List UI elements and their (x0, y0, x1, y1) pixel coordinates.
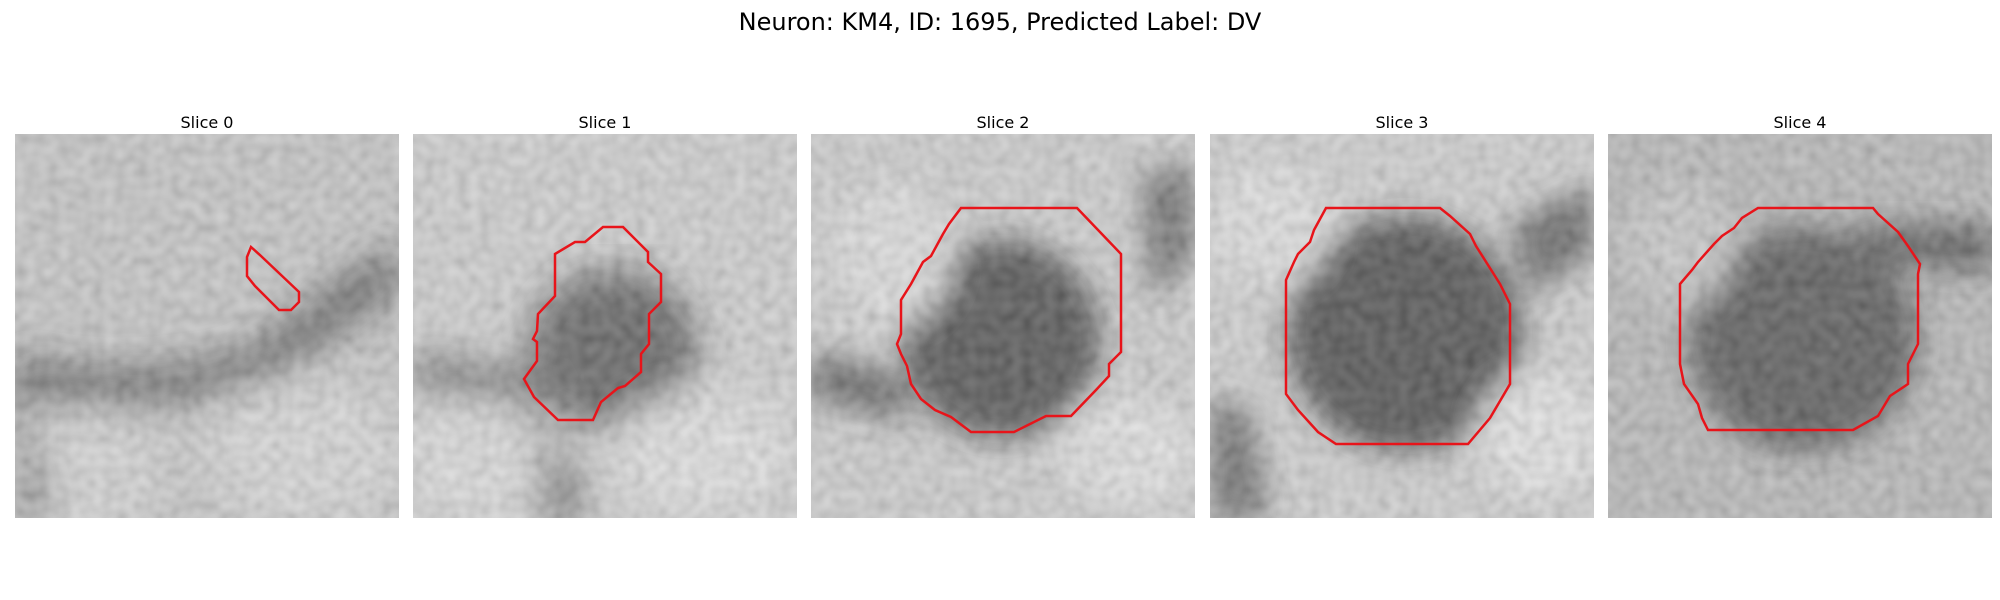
slice-title: Slice 0 (180, 113, 234, 132)
cell-contour (1284, 206, 1512, 446)
cell-contour (522, 225, 663, 422)
cell-contour (1678, 206, 1922, 432)
slice-panel-1: Slice 1 (413, 112, 797, 518)
slice-image-2 (811, 134, 1195, 518)
slice-title: Slice 3 (1375, 113, 1429, 132)
slice-image-0 (15, 134, 399, 518)
slice-panel-4: Slice 4 (1608, 112, 1992, 518)
cell-contour (895, 206, 1123, 434)
figure-title: Neuron: KM4, ID: 1695, Predicted Label: … (738, 8, 1262, 36)
slice-image-4 (1608, 134, 1992, 518)
slice-image-3 (1210, 134, 1594, 518)
slice-title: Slice 4 (1773, 113, 1827, 132)
slice-image-1 (413, 134, 797, 518)
slice-panel-3: Slice 3 (1210, 112, 1594, 518)
slice-panel-0: Slice 0 (15, 112, 399, 518)
slice-title: Slice 1 (578, 113, 632, 132)
cell-contour (245, 244, 301, 312)
slice-panel-2: Slice 2 (811, 112, 1195, 518)
slice-title: Slice 2 (976, 113, 1030, 132)
